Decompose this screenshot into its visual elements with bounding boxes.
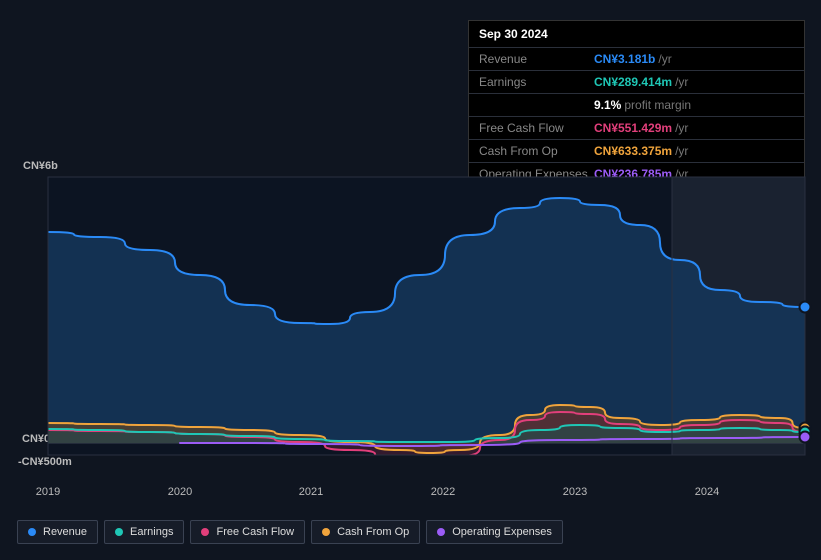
legend-label: Free Cash Flow (216, 526, 294, 538)
x-axis-tick: 2023 (563, 486, 587, 498)
legend-dot-icon (322, 528, 330, 536)
legend-label: Operating Expenses (452, 526, 552, 538)
series-end-marker (799, 301, 812, 314)
legend-item[interactable]: Free Cash Flow (190, 520, 305, 544)
legend-dot-icon (201, 528, 209, 536)
legend-item[interactable]: Revenue (17, 520, 98, 544)
legend-dot-icon (115, 528, 123, 536)
legend-label: Earnings (130, 526, 173, 538)
x-axis-tick: 2019 (36, 486, 60, 498)
legend-item[interactable]: Operating Expenses (426, 520, 563, 544)
chart-plot[interactable] (0, 0, 821, 560)
x-axis-tick: 2021 (299, 486, 323, 498)
legend-item[interactable]: Cash From Op (311, 520, 420, 544)
legend-label: Cash From Op (337, 526, 409, 538)
legend-label: Revenue (43, 526, 87, 538)
x-axis-tick: 2024 (695, 486, 719, 498)
financial-chart-panel: { "tooltip": { "x": 468, "y": 20, "w": 3… (0, 0, 821, 560)
series-end-marker (799, 431, 812, 444)
legend-item[interactable]: Earnings (104, 520, 184, 544)
legend-bar: Revenue Earnings Free Cash Flow Cash From O… (17, 520, 563, 544)
x-axis-tick: 2022 (431, 486, 455, 498)
x-axis-tick: 2020 (168, 486, 192, 498)
legend-dot-icon (28, 528, 36, 536)
legend-dot-icon (437, 528, 445, 536)
